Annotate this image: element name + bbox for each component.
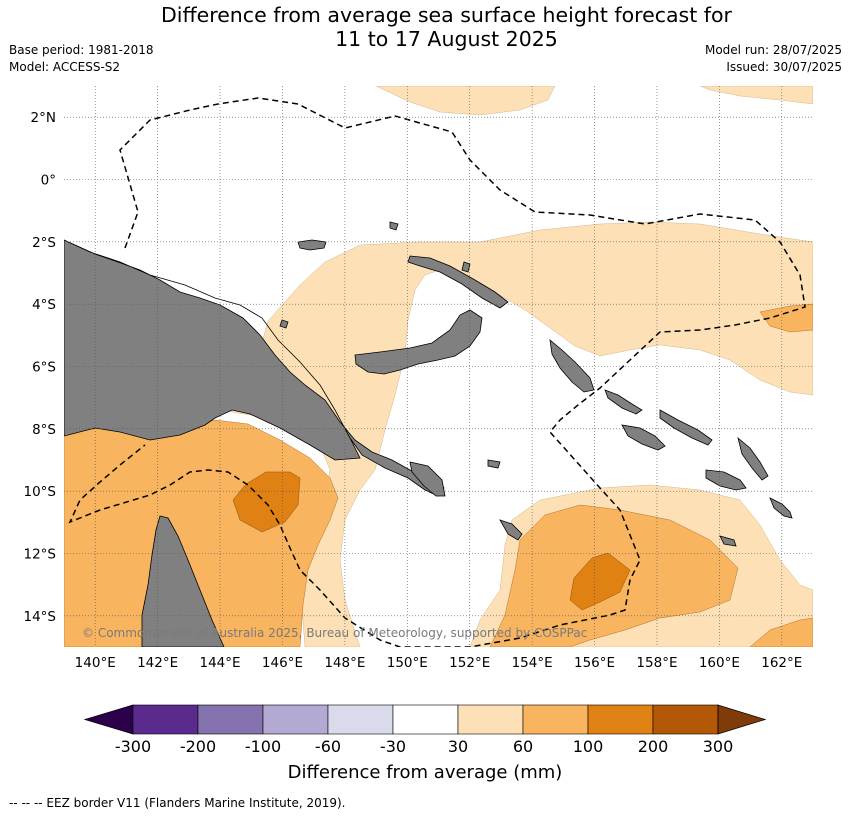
lon-tick-label: 160°E: [699, 655, 740, 671]
chart-title: Difference from average sea surface heig…: [0, 3, 850, 51]
colorbar-extend-low: [83, 704, 134, 735]
colorbar-segment: [652, 704, 719, 735]
lat-tick-label: 14°S: [24, 609, 57, 625]
choiseul: [604, 389, 643, 415]
colorbar-segment: [392, 704, 459, 735]
cape-york-peninsula: [141, 515, 225, 647]
model-name: Model: ACCESS-S2: [9, 60, 121, 74]
colorbar-segment: [327, 704, 394, 735]
malaita: [737, 436, 769, 481]
colorbar-tick-label: 100: [573, 737, 604, 756]
colorbar-tick-label: -100: [245, 737, 281, 756]
colorbar-label: Difference from average (mm): [288, 762, 563, 783]
lon-tick-label: 156°E: [574, 655, 615, 671]
colorbar-tick-label: -200: [180, 737, 216, 756]
colorbar-extend-high: [717, 704, 767, 735]
small-island-4: [461, 261, 471, 273]
lon-tick-label: 154°E: [512, 655, 553, 671]
new-ireland: [407, 255, 509, 309]
lon-tick-label: 148°E: [324, 655, 365, 671]
santa-isabel: [659, 409, 713, 446]
lon-tick-label: 150°E: [387, 655, 428, 671]
lat-tick-label: 0°: [41, 173, 56, 189]
lat-tick-label: 2°N: [31, 110, 56, 126]
small-island-2: [719, 535, 737, 547]
colorbar-tick-label: -300: [115, 737, 151, 756]
gridlines: [64, 86, 813, 647]
colorbar-tick-label: -60: [315, 737, 341, 756]
lat-tick-label: 12°S: [24, 547, 57, 563]
copyright-text: © Commonwealth of Australia 2025, Bureau…: [82, 626, 587, 640]
colorbar: -300 -200 -100 -60 -30 30 60 100 200 300: [83, 704, 767, 756]
base-period: Base period: 1981-2018: [9, 43, 154, 57]
new-britain: [354, 309, 483, 375]
latitude-labels: 2°N 0° 2°S 4°S 6°S 8°S 10°S 12°S 14°S: [24, 110, 57, 625]
small-island-3: [487, 459, 501, 469]
small-island-5: [279, 319, 289, 329]
title-line-2: 11 to 17 August 2025: [335, 27, 558, 51]
meta-right: Model run: 28/07/2025 Issued: 30/07/2025: [705, 42, 842, 76]
small-island-1: [389, 221, 399, 231]
land: [64, 221, 793, 647]
colorbar-segment: [522, 704, 589, 735]
lon-tick-label: 146°E: [262, 655, 303, 671]
colorbar-segment: [197, 704, 264, 735]
dentrecasteaux: [409, 461, 446, 497]
lon-tick-label: 152°E: [449, 655, 490, 671]
lon-tick-label: 142°E: [137, 655, 178, 671]
lat-tick-label: 4°S: [32, 297, 56, 313]
lon-tick-label: 144°E: [200, 655, 241, 671]
map-panel: © Commonwealth of Australia 2025, Bureau…: [64, 86, 813, 647]
colorbar-tick-label: 30: [448, 737, 468, 756]
lat-tick-label: 6°S: [32, 360, 56, 376]
lat-tick-label: 2°S: [32, 235, 56, 251]
lon-tick-label: 158°E: [636, 655, 677, 671]
anomaly-100-200: [232, 471, 631, 611]
bougainville: [549, 339, 595, 393]
colorbar-segment: [262, 704, 329, 735]
guadalcanal: [705, 469, 747, 491]
issued-date: Issued: 30/07/2025: [726, 60, 842, 74]
colorbar-segment: [132, 704, 199, 735]
lon-tick-label: 162°E: [761, 655, 802, 671]
colorbar-tick-label: 300: [703, 737, 734, 756]
colorbar-segment: [587, 704, 654, 735]
lat-tick-label: 10°S: [24, 484, 57, 500]
longitude-labels: 140°E 142°E 144°E 146°E 148°E 150°E 152°E 154°E…: [75, 655, 803, 671]
louisiade: [499, 519, 523, 541]
title-line-1: Difference from average sea surface heig…: [161, 3, 732, 27]
colorbar-tick-label: 60: [513, 737, 533, 756]
eez-footnote: -- -- -- EEZ border V11 (Flanders Marine…: [9, 796, 346, 810]
meta-left: Base period: 1981-2018 Model: ACCESS-S2: [9, 42, 154, 76]
lat-tick-label: 8°S: [32, 422, 56, 438]
colorbar-tick-label: 200: [638, 737, 669, 756]
new-georgia: [621, 424, 666, 451]
manus: [297, 239, 327, 251]
colorbar-segment: [457, 704, 524, 735]
lon-tick-label: 140°E: [75, 655, 116, 671]
model-run: Model run: 28/07/2025: [704, 43, 842, 57]
colorbar-tick-label: -30: [380, 737, 406, 756]
